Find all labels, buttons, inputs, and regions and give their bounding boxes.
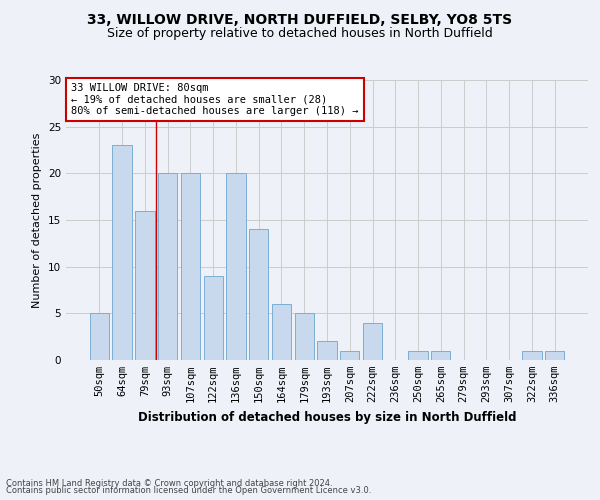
Text: Size of property relative to detached houses in North Duffield: Size of property relative to detached ho… <box>107 28 493 40</box>
Bar <box>272 304 291 360</box>
Bar <box>158 174 178 360</box>
Bar <box>409 350 428 360</box>
Bar <box>249 230 268 360</box>
Bar <box>431 350 451 360</box>
Bar <box>363 322 382 360</box>
Bar <box>135 210 155 360</box>
Y-axis label: Number of detached properties: Number of detached properties <box>32 132 43 308</box>
X-axis label: Distribution of detached houses by size in North Duffield: Distribution of detached houses by size … <box>138 410 516 424</box>
Bar <box>317 342 337 360</box>
Bar <box>340 350 359 360</box>
Bar <box>90 314 109 360</box>
Bar <box>112 146 132 360</box>
Text: Contains public sector information licensed under the Open Government Licence v3: Contains public sector information licen… <box>6 486 371 495</box>
Bar <box>522 350 542 360</box>
Bar <box>545 350 564 360</box>
Text: Contains HM Land Registry data © Crown copyright and database right 2024.: Contains HM Land Registry data © Crown c… <box>6 478 332 488</box>
Bar <box>181 174 200 360</box>
Bar <box>203 276 223 360</box>
Text: 33, WILLOW DRIVE, NORTH DUFFIELD, SELBY, YO8 5TS: 33, WILLOW DRIVE, NORTH DUFFIELD, SELBY,… <box>88 12 512 26</box>
Bar <box>295 314 314 360</box>
Bar <box>226 174 245 360</box>
Text: 33 WILLOW DRIVE: 80sqm
← 19% of detached houses are smaller (28)
80% of semi-det: 33 WILLOW DRIVE: 80sqm ← 19% of detached… <box>71 83 359 116</box>
